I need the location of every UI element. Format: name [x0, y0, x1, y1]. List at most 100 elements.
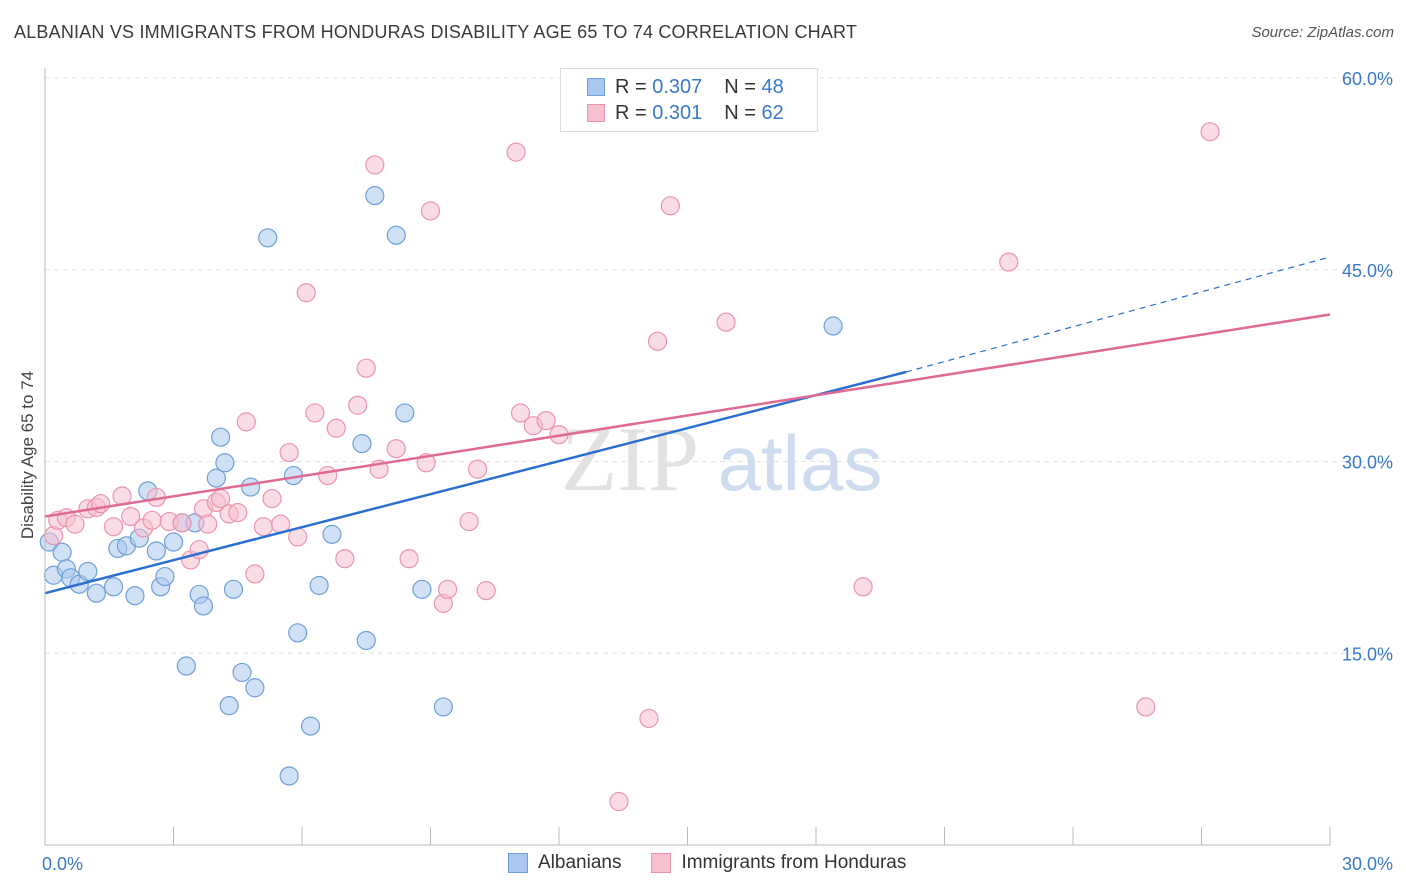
albanian-point — [163, 532, 184, 552]
albanian-point — [211, 427, 231, 447]
bottom-legend-albanians: Albanians — [508, 852, 621, 874]
albanian-point — [433, 697, 453, 717]
y-tick-label: 45.0% — [1342, 261, 1393, 281]
legend-n-label: N = — [724, 75, 756, 98]
honduras-trend-line — [44, 313, 1331, 518]
honduras-point — [536, 410, 556, 431]
honduras-point — [468, 459, 488, 479]
y-tick-label: 15.0% — [1342, 644, 1393, 664]
honduras-point — [65, 514, 85, 534]
y-tick-label: 30.0% — [1342, 453, 1393, 473]
honduras-point — [245, 564, 265, 584]
honduras-point — [510, 403, 531, 423]
honduras-point — [1200, 122, 1220, 142]
honduras-point — [639, 708, 659, 729]
honduras-point — [91, 494, 111, 514]
honduras-point — [172, 513, 192, 533]
honduras-swatch — [651, 853, 672, 873]
legend-row-albanians: R = 0.307 N = 48 — [587, 75, 784, 99]
bottom-legend-albanians-label: Albanians — [538, 852, 622, 873]
albanian-trend-line — [44, 370, 907, 595]
axis-layer: 15.0% 30.0% 45.0% 60.0% 0.0% 30.0% — [42, 68, 1393, 874]
honduras-point — [476, 581, 496, 601]
albanian-point — [322, 524, 342, 544]
albanian-point — [395, 403, 415, 423]
albanian-point — [86, 583, 107, 603]
honduras-point — [438, 579, 458, 599]
honduras-point — [326, 418, 346, 438]
legend-n-label: N = — [724, 101, 756, 124]
honduras-point — [506, 142, 526, 162]
honduras-point — [253, 517, 274, 537]
honduras-point — [399, 549, 419, 569]
honduras-point — [356, 358, 376, 378]
albanian-swatch — [508, 853, 528, 873]
honduras-point — [853, 577, 873, 597]
legend-r-label: R = — [615, 75, 647, 98]
albanian-point — [219, 696, 239, 716]
points-layer — [39, 122, 1220, 812]
trend-layer — [44, 256, 1331, 595]
x-tick-label: 0.0% — [42, 854, 83, 874]
bottom-legend-honduras: Immigrants from Honduras — [651, 852, 906, 874]
honduras-point — [198, 514, 218, 534]
albanian-point — [176, 656, 196, 676]
chart-title: ALBANIAN VS IMMIGRANTS FROM HONDURAS DIS… — [14, 22, 858, 42]
bottom-legend-honduras-label: Immigrants from Honduras — [681, 852, 907, 873]
honduras-point — [420, 201, 441, 221]
legend-n-value: 48 — [761, 75, 784, 98]
honduras-point — [305, 403, 325, 423]
albanian-point — [309, 575, 329, 596]
legend-row-honduras: R = 0.301 N = 62 — [587, 101, 784, 125]
albanian-point — [258, 228, 278, 248]
albanian-point — [103, 577, 124, 597]
bottom-legend: Albanians Immigrants from Honduras — [508, 852, 936, 874]
honduras-point — [609, 791, 629, 812]
albanian-point — [356, 630, 376, 651]
albanian-point — [279, 766, 299, 786]
honduras-point — [236, 412, 256, 432]
grid-layer — [45, 77, 1392, 654]
albanian-point — [245, 678, 265, 698]
albanian-point — [52, 542, 72, 562]
albanian-swatch — [587, 78, 605, 96]
albanian-point — [823, 316, 843, 336]
honduras-point — [1136, 697, 1156, 717]
albanian-point — [288, 623, 308, 643]
honduras-point — [459, 511, 479, 532]
legend: R = 0.307 N = 48 R = 0.301 N = 62 — [560, 68, 818, 132]
albanian-point — [365, 186, 385, 206]
albanian-point — [206, 468, 226, 488]
honduras-point — [716, 312, 736, 332]
albanian-point — [386, 225, 406, 245]
honduras-point — [262, 488, 282, 509]
albanian-point — [155, 566, 175, 587]
honduras-point — [228, 503, 248, 523]
albanian-point — [241, 477, 261, 497]
albanian-point — [300, 716, 321, 736]
x-tick-label: 30.0% — [1342, 854, 1393, 874]
albanian-point — [412, 579, 432, 599]
y-tick-label: 60.0% — [1342, 69, 1393, 89]
honduras-point — [279, 442, 299, 463]
honduras-point — [296, 283, 316, 303]
albanian-point — [223, 579, 244, 599]
legend-r-label: R = — [615, 101, 647, 124]
albanian-point — [232, 662, 252, 683]
honduras-point — [335, 549, 355, 569]
honduras-point — [999, 252, 1019, 272]
albanian-point — [78, 561, 98, 582]
albanian-point — [215, 453, 235, 473]
honduras-swatch — [587, 104, 605, 122]
honduras-point — [318, 465, 338, 486]
honduras-point — [142, 510, 162, 530]
honduras-point — [386, 439, 406, 459]
albanian-point — [352, 434, 372, 454]
honduras-point — [103, 517, 124, 537]
honduras-point — [647, 331, 668, 351]
honduras-point — [348, 395, 368, 415]
source-label: Source: ZipAtlas.com — [1251, 24, 1394, 41]
watermark-atlas: atlas — [718, 419, 883, 507]
albanian-point — [193, 596, 214, 616]
